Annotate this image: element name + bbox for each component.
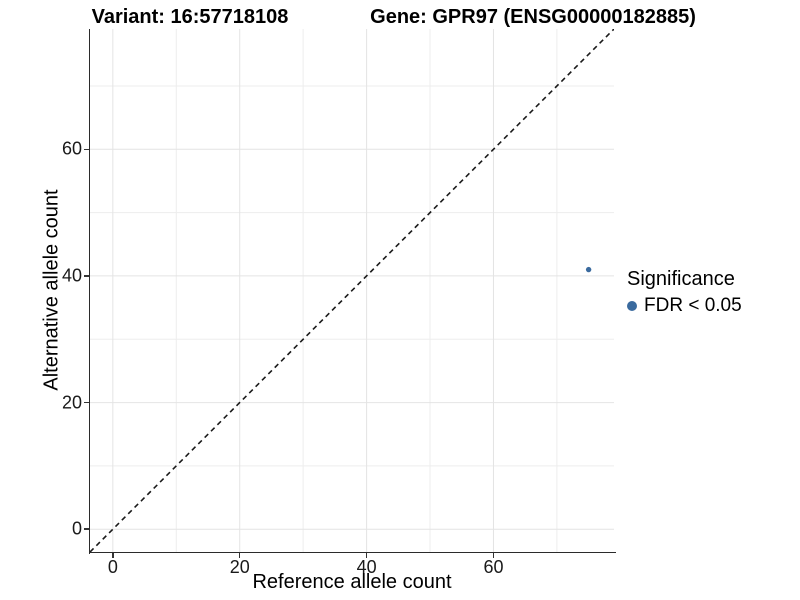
x-tick-label: 20 xyxy=(229,557,250,577)
legend-title: Significance xyxy=(627,268,735,290)
y-axis-title: Alternative allele count xyxy=(40,189,63,391)
y-tick-mark xyxy=(84,528,89,530)
y-tick-label: 60 xyxy=(61,138,82,159)
y-tick-label: 0 xyxy=(71,518,82,539)
y-tick-mark xyxy=(84,401,89,404)
y-tick-mark xyxy=(84,275,89,277)
plot-title-variant: Variant: 16:57718108 xyxy=(91,6,289,28)
x-tick-mark xyxy=(365,553,368,558)
data-point xyxy=(585,266,592,273)
x-tick-mark xyxy=(238,553,241,558)
x-axis-title: Reference allele count xyxy=(252,571,452,593)
y-tick-mark xyxy=(84,148,89,151)
legend-item-label: FDR < 0.05 xyxy=(644,295,742,316)
y-tick-label: 20 xyxy=(61,392,82,413)
legend-point-icon xyxy=(627,301,637,311)
x-axis-line xyxy=(88,551,616,553)
identity-reference-line xyxy=(89,28,615,553)
x-tick-mark xyxy=(112,553,114,558)
legend-item: FDR < 0.05 xyxy=(627,295,742,317)
plot-panel xyxy=(89,28,615,553)
y-axis-line xyxy=(88,29,90,554)
x-tick-label: 60 xyxy=(483,557,504,577)
plot-area-svg xyxy=(89,28,615,553)
x-tick-label: 40 xyxy=(356,557,377,577)
legend: Significance FDR < 0.05 xyxy=(627,268,742,317)
plot-title-gene: Gene: GPR97 (ENSG00000182885) xyxy=(370,6,696,28)
y-tick-label: 40 xyxy=(61,265,82,286)
x-tick-mark xyxy=(492,553,495,558)
x-tick-label: 0 xyxy=(107,557,118,577)
